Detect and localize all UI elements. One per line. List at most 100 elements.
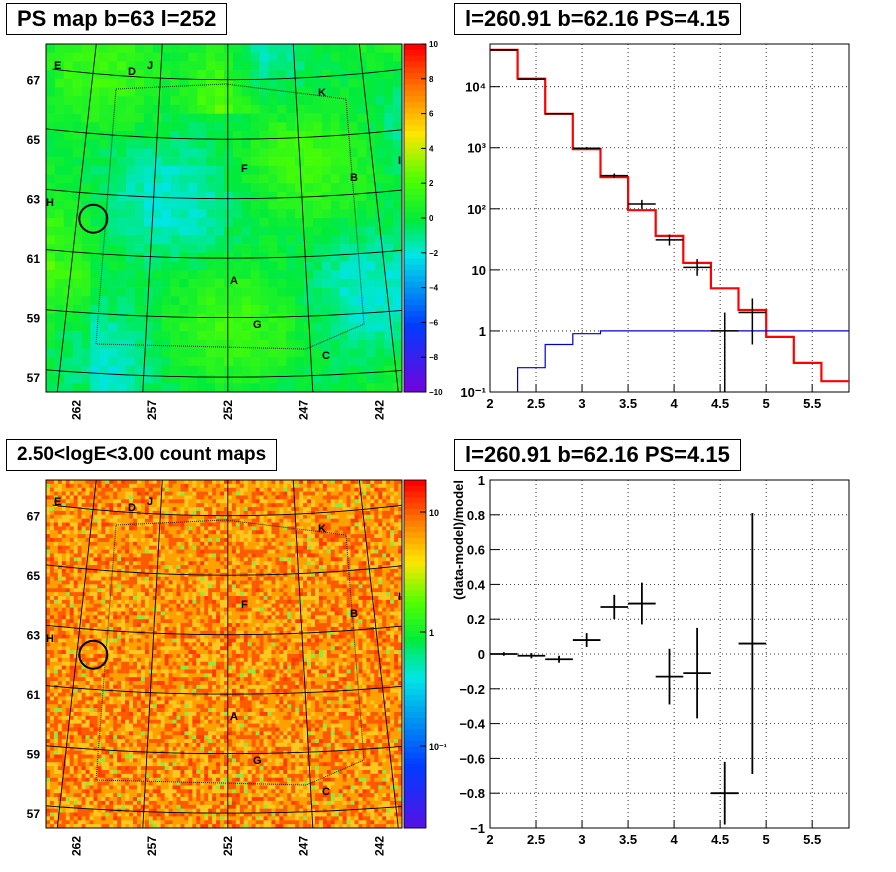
x-tick-label: 5 (763, 396, 770, 411)
y-tick-label: −1 (470, 821, 485, 836)
y-tick-label: −0.2 (459, 682, 485, 697)
x-tick-label: 2 (486, 832, 493, 847)
region-letter-g: G (253, 319, 262, 331)
y-tick-label: 1 (479, 324, 486, 339)
colorbar-tick-label: −8 (429, 353, 439, 362)
region-letter-a: A (230, 711, 238, 723)
data-point (517, 78, 546, 80)
map-pixels (46, 480, 403, 829)
colorbar-tick-label: 0 (429, 214, 434, 223)
region-letter-j: J (147, 60, 153, 72)
colorbar (403, 479, 427, 829)
y-tick-label: 1 (478, 473, 485, 488)
region-letter-d: D (128, 502, 136, 514)
source-circle (78, 203, 109, 234)
x-tick-label: 4.5 (711, 832, 729, 847)
ratio-point (572, 633, 601, 648)
x-tick-label: 5.5 (803, 396, 821, 411)
ps-map-title: PS map b=63 l=252 (6, 3, 228, 35)
y-tick-label: 10⁻¹ (460, 385, 486, 400)
data-point (710, 312, 739, 392)
x-tick-label: 4.5 (711, 396, 729, 411)
graticule (46, 480, 402, 828)
data-point (572, 146, 601, 150)
lon-tick-label: 247 (297, 836, 311, 856)
ratio-point (738, 513, 767, 775)
lon-tick-label: 242 (372, 836, 386, 856)
plot-area (490, 48, 849, 392)
map-frame (45, 479, 403, 829)
region-letter-g: G (253, 755, 262, 767)
lon-line (292, 480, 314, 828)
colorbar-tick-label: 4 (429, 144, 434, 153)
lon-tick-label: 257 (145, 836, 159, 856)
region-letter-e: E (54, 60, 61, 72)
region-letter-f: F (241, 599, 248, 611)
x-tick-label: 2 (486, 396, 493, 411)
count-map-title: 2.50<logE<3.00 count maps (6, 439, 278, 471)
lon-line (142, 480, 163, 828)
colorbar-tick-label: −6 (429, 318, 439, 327)
colorbar-tick-label: 6 (429, 110, 434, 119)
ratio-panel: 2 2.5 3 3.5 4 4.5 5 5.5 −1 −0.8 −0.6 −0.4 −0.2 0 0.2 0.… (448, 436, 896, 872)
spectrum-title: l=260.91 b=62.16 PS=4.15 (454, 3, 741, 35)
colorbar-tick-label: 2 (429, 179, 434, 188)
y-tick-label: 10³ (467, 141, 486, 156)
lat-tick-label: 65 (27, 569, 41, 583)
x-tick-label: 4 (670, 832, 678, 847)
x-tick-label: 3 (578, 396, 585, 411)
lat-tick-label: 61 (27, 252, 41, 266)
x-tick-label: 4 (670, 396, 678, 411)
lon-line (358, 480, 399, 828)
graticule (46, 44, 402, 392)
lat-tick-label: 63 (27, 629, 41, 643)
colorbar-tick-label: −2 (429, 249, 439, 258)
spectrum-panel: 2 2.5 3 3.5 4 4.5 5 5.5 10⁻¹ 1 10 10² 10³ 10⁴ l=260.9… (448, 0, 896, 436)
region-letter-f: F (241, 163, 248, 175)
region-letter-j: J (147, 496, 153, 508)
lon-tick-label: 242 (372, 400, 386, 420)
region-letter-d: D (128, 66, 136, 78)
colorbar-tick-label: 10 (429, 40, 438, 49)
lon-tick-label: 252 (221, 400, 235, 420)
data-point (628, 199, 656, 209)
map-pixels (46, 44, 403, 393)
region-letter-a: A (230, 275, 238, 287)
y-tick-label: 0.8 (467, 508, 485, 523)
region-letter-e: E (54, 496, 61, 508)
lat-tick-label: 65 (27, 133, 41, 147)
data-point (490, 49, 518, 51)
lon-tick-label: 257 (145, 400, 159, 420)
lon-tick-label: 262 (69, 836, 83, 856)
data-point (545, 113, 573, 115)
count-map-plot: E D J K I F B H A G C 57 59 61 63 65 67 262 257 252 247 242 10… (27, 479, 447, 856)
region-letter-h: H (46, 633, 54, 645)
lat-tick-label: 63 (27, 193, 41, 207)
colorbar-tick-label: 10⁻¹ (429, 742, 447, 752)
lon-tick-label: 247 (297, 400, 311, 420)
colorbar-tick-label: 8 (429, 75, 434, 84)
map-frame (45, 43, 403, 393)
y-tick-label: 10⁴ (465, 80, 486, 95)
lat-tick-label: 57 (27, 807, 41, 821)
lon-line (56, 480, 97, 828)
lon-tick-label: 252 (221, 836, 235, 856)
y-axis-label: (data-model)/model (451, 480, 466, 600)
x-tick-label: 3 (578, 832, 585, 847)
x-tick-label: 3.5 (619, 832, 637, 847)
data-point (655, 234, 684, 246)
ratio-point (683, 627, 711, 719)
region-letter-c: C (322, 786, 330, 798)
ps-map-panel: E D J K I F B H A G C 57 59 61 63 65 67 262 257 252 247 242 10… (0, 0, 448, 436)
region-letter-i: I (398, 591, 401, 603)
ratio-title: l=260.91 b=62.16 PS=4.15 (454, 439, 741, 471)
lon-tick-label: 262 (69, 400, 83, 420)
ratio-point (628, 582, 656, 625)
lon-line (142, 44, 163, 392)
region-letter-c: C (322, 350, 330, 362)
x-tick-label: 5 (763, 832, 770, 847)
field-boundary (95, 519, 365, 786)
x-tick-label: 5.5 (803, 832, 821, 847)
count-map-panel: E D J K I F B H A G C 57 59 61 63 65 67 262 257 252 247 242 10… (0, 436, 448, 872)
data-point (738, 298, 767, 345)
